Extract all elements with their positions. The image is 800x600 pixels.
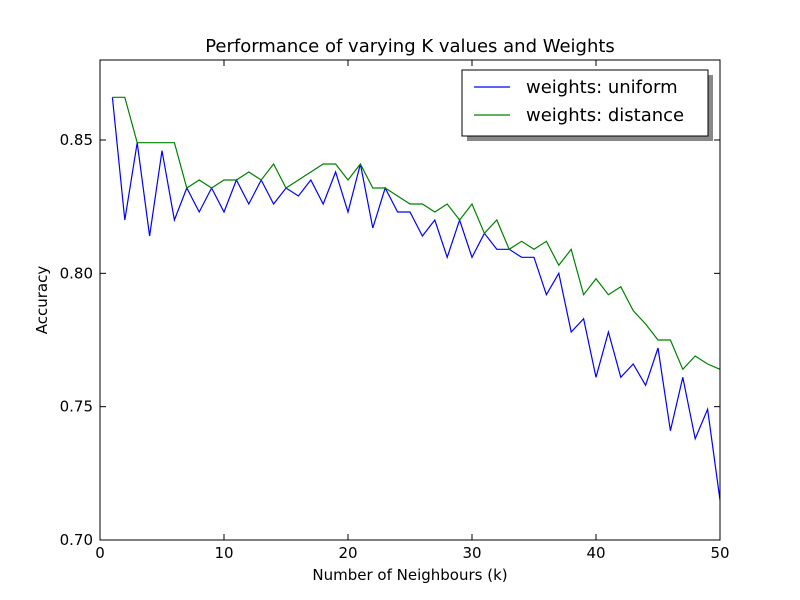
x-tick-label: 50 [710, 544, 729, 562]
legend-box [461, 69, 709, 137]
x-tick-label: 0 [95, 544, 105, 562]
x-axis-title: Number of Neighbours (k) [312, 566, 507, 584]
x-tick-label: 20 [338, 544, 357, 562]
y-tick-label: 0.85 [60, 131, 93, 149]
legend: weights: uniform weights: distance [461, 69, 713, 141]
x-tick-label: 30 [462, 544, 481, 562]
x-axis: 0 10 20 30 40 50 [95, 60, 730, 562]
y-tick-label: 0.80 [60, 264, 93, 282]
plot-frame [99, 59, 721, 541]
legend-label-distance: weights: distance [526, 105, 684, 126]
x-tick-label: 10 [214, 544, 233, 562]
legend-label-uniform: weights: uniform [526, 77, 678, 98]
series-line-distance [112, 96, 721, 371]
y-tick-label: 0.75 [60, 398, 93, 416]
plot-lines [111, 96, 721, 501]
x-tick-label: 40 [586, 544, 605, 562]
y-axis-title: Accuracy [33, 266, 51, 335]
series-line-uniform [111, 97, 721, 501]
y-axis: 0.70 0.75 0.80 0.85 [60, 131, 720, 549]
chart-title: Performance of varying K values and Weig… [205, 36, 615, 57]
y-tick-label: 0.70 [60, 531, 93, 549]
